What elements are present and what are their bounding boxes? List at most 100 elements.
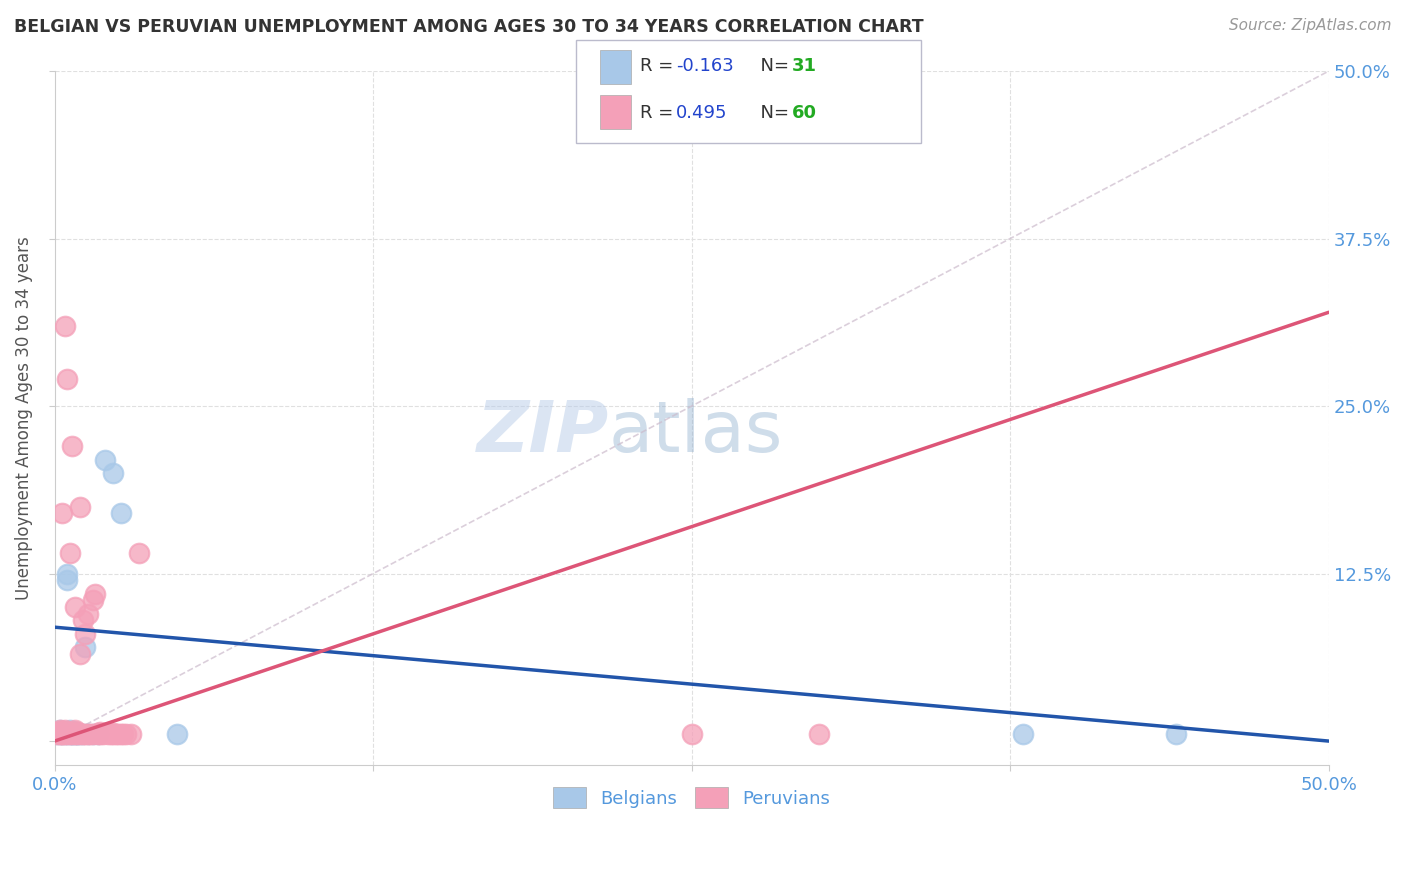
Point <box>59 546 82 560</box>
Point <box>66 724 89 739</box>
Point <box>60 724 83 739</box>
Point <box>46 724 69 739</box>
Point <box>101 727 124 741</box>
Point <box>60 439 83 453</box>
Point <box>59 726 82 740</box>
Point <box>63 727 86 741</box>
Point <box>97 727 120 741</box>
Point <box>59 727 82 741</box>
Point <box>76 727 98 741</box>
Point <box>84 587 107 601</box>
Point <box>69 727 91 741</box>
Point <box>128 546 150 560</box>
Point <box>75 640 97 655</box>
Point <box>53 727 76 741</box>
Point <box>107 727 129 741</box>
Point <box>66 727 89 741</box>
Point <box>87 727 110 741</box>
Point <box>63 727 86 741</box>
Point <box>59 723 82 738</box>
Point <box>66 727 89 741</box>
Point <box>94 452 117 467</box>
Point <box>46 727 69 741</box>
Point <box>53 318 76 333</box>
Point <box>53 723 76 738</box>
Point <box>79 727 101 741</box>
Point <box>48 727 70 741</box>
Point <box>94 726 117 740</box>
Point <box>808 727 831 741</box>
Point <box>82 593 104 607</box>
Point <box>59 724 82 739</box>
Point <box>87 726 110 740</box>
Point <box>59 727 82 741</box>
Point <box>56 724 79 739</box>
Point <box>112 727 135 741</box>
Point <box>110 506 132 520</box>
Point <box>51 724 73 739</box>
Point <box>82 727 104 741</box>
Point <box>53 727 76 741</box>
Point <box>89 724 111 739</box>
Point <box>48 723 70 738</box>
Point <box>48 727 70 741</box>
Point <box>115 727 138 741</box>
Legend: Belgians, Peruvians: Belgians, Peruvians <box>546 780 837 815</box>
Point <box>56 726 79 740</box>
Point <box>51 727 73 741</box>
Point <box>51 724 73 739</box>
Point <box>56 727 79 741</box>
Point <box>60 727 83 741</box>
Text: ZIP: ZIP <box>477 398 609 467</box>
Point <box>51 506 73 520</box>
Text: R =: R = <box>640 57 679 75</box>
Point <box>72 727 94 741</box>
Point <box>56 372 79 386</box>
Point <box>48 726 70 740</box>
Point <box>91 727 114 741</box>
Text: -0.163: -0.163 <box>676 57 734 75</box>
Point <box>60 727 83 741</box>
Point <box>87 727 110 741</box>
Text: 60: 60 <box>792 104 817 122</box>
Point <box>1012 727 1035 741</box>
Point <box>63 724 86 739</box>
Point <box>46 727 69 741</box>
Point <box>681 727 703 741</box>
Y-axis label: Unemployment Among Ages 30 to 34 years: Unemployment Among Ages 30 to 34 years <box>15 236 32 600</box>
Point <box>56 566 79 581</box>
Point <box>120 727 142 741</box>
Text: 0.495: 0.495 <box>676 104 728 122</box>
Point <box>104 727 127 741</box>
Point <box>48 723 70 738</box>
Point <box>1164 727 1187 741</box>
Point <box>56 574 79 588</box>
Point <box>101 466 124 480</box>
Text: atlas: atlas <box>609 398 783 467</box>
Point <box>63 723 86 738</box>
Point <box>72 614 94 628</box>
Point <box>101 726 124 740</box>
Text: BELGIAN VS PERUVIAN UNEMPLOYMENT AMONG AGES 30 TO 34 YEARS CORRELATION CHART: BELGIAN VS PERUVIAN UNEMPLOYMENT AMONG A… <box>14 18 924 36</box>
Point <box>110 727 132 741</box>
Point <box>53 726 76 740</box>
Point <box>76 727 98 741</box>
Point <box>51 727 73 741</box>
Point <box>82 727 104 741</box>
Point <box>56 727 79 741</box>
Point <box>166 727 188 741</box>
Point <box>60 727 83 741</box>
Point <box>69 727 91 741</box>
Text: N=: N= <box>749 57 796 75</box>
Point <box>69 500 91 514</box>
Point <box>100 727 122 741</box>
Point <box>75 727 97 741</box>
Point <box>66 726 89 740</box>
Text: Source: ZipAtlas.com: Source: ZipAtlas.com <box>1229 18 1392 33</box>
Point <box>66 727 89 741</box>
Point <box>76 607 98 621</box>
Text: 31: 31 <box>792 57 817 75</box>
Text: N=: N= <box>749 104 796 122</box>
Point <box>51 727 73 741</box>
Point <box>89 727 111 741</box>
